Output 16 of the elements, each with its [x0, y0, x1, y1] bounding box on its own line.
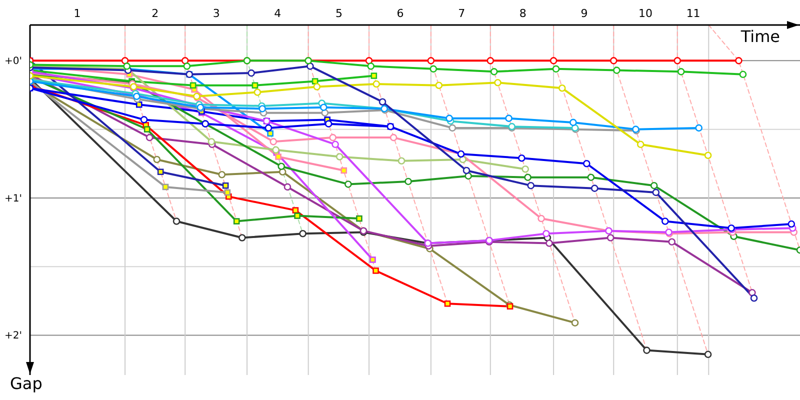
y-axis-title: Gap — [10, 374, 42, 393]
x-tick-label: 4 — [274, 7, 282, 20]
x-tick-label: 9 — [580, 7, 588, 20]
x-tick-label: 11 — [686, 7, 700, 20]
x-tick-label: 6 — [396, 7, 404, 20]
x-tick-label: 3 — [212, 7, 220, 20]
x-axis-title: Time — [740, 27, 780, 46]
x-tick-label: 8 — [519, 7, 526, 20]
x-tick-label: 1 — [74, 7, 81, 20]
x-tick-label: 7 — [458, 7, 466, 20]
y-tick-label: +0' — [4, 56, 22, 68]
y-tick-label: +1' — [4, 193, 22, 204]
y-tick-label: +2' — [4, 330, 22, 342]
x-tick-label: 2 — [152, 7, 159, 20]
x-tick-label: 5 — [335, 7, 342, 20]
x-tick-label: 10 — [638, 7, 653, 20]
